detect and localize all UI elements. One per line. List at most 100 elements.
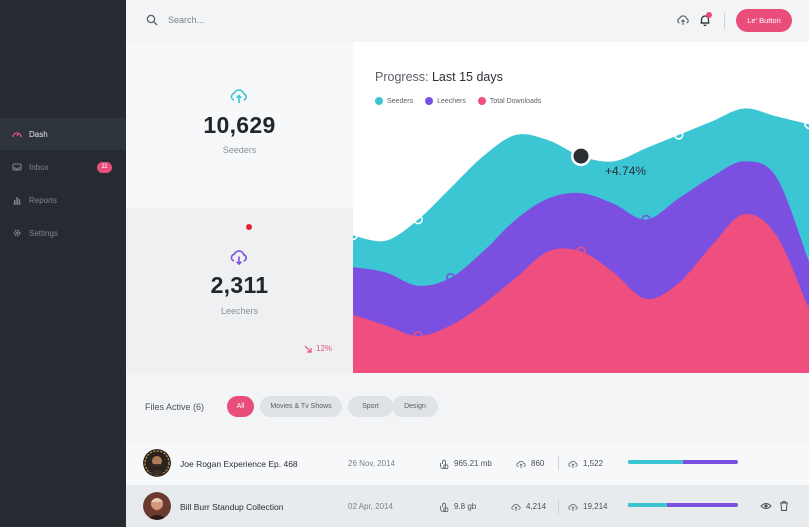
cloud-upload-icon[interactable]: [676, 13, 690, 27]
area-chart: [353, 108, 809, 373]
seeders-cell: 860: [516, 442, 544, 485]
progress-bar: [628, 460, 738, 464]
progress-bar-fill: [628, 503, 667, 507]
area-series-total-downloads: [353, 214, 809, 373]
data-point-marker[interactable]: [413, 214, 423, 225]
leechers-card: 2,311 Leechers 12%: [126, 208, 353, 373]
cloud-upload-icon: [516, 460, 526, 468]
sidebar-item-label: Reports: [29, 195, 58, 205]
avatar: [143, 492, 171, 520]
divider: [724, 13, 725, 29]
sidebar-item-label: Inbox: [29, 162, 49, 172]
file-size-cell: 965.21 mb: [439, 442, 492, 485]
data-point-marker[interactable]: [353, 230, 358, 241]
sidebar-item-label: Dash: [29, 129, 48, 139]
file-name[interactable]: Joe Rogan Experience Ep. 468: [180, 458, 298, 469]
data-point-marker[interactable]: [673, 130, 684, 140]
avatar: [143, 449, 171, 477]
highlight-point[interactable]: [573, 148, 589, 164]
trash-icon[interactable]: [778, 500, 790, 512]
gear-icon: [12, 228, 22, 238]
filter-sport[interactable]: Sport: [348, 396, 393, 417]
seeders-value: 10,629: [203, 112, 276, 138]
data-point-marker[interactable]: [641, 214, 651, 225]
table-row[interactable]: Bill Burr Standup Collection 02 Apr, 201…: [126, 485, 809, 527]
files-header: Files Active (6) All Movies & Tv Shows S…: [126, 373, 809, 440]
sidebar: Dash Inbox 11 Reports Settings: [0, 0, 126, 527]
progress-bar: [628, 503, 738, 507]
reports-icon: [12, 195, 22, 205]
sidebar-item-inbox[interactable]: Inbox 11: [0, 151, 126, 183]
chart-title-prefix: Progress:: [375, 70, 429, 84]
le-button[interactable]: Le' Button: [736, 9, 792, 32]
filter-design[interactable]: Design: [392, 396, 438, 417]
chart-title: Progress: Last 15 days: [375, 70, 503, 84]
cloud-upload-icon: [568, 460, 578, 468]
seeders-count: 860: [531, 459, 545, 468]
cloud-upload-icon: [230, 89, 247, 103]
inbox-icon: [12, 162, 22, 172]
seeders-label: Seeders: [222, 145, 257, 155]
uploads-cell: 1,522: [568, 442, 603, 485]
attachment-icon: [440, 459, 449, 469]
chart-legend: Seeders Leechers Total Downloads: [375, 97, 553, 105]
legend-item-leechers[interactable]: Leechers: [425, 97, 466, 105]
uploads-cell: 19,214: [568, 485, 607, 527]
file-size: 9.8 gb: [454, 502, 477, 511]
leechers-value: 2,311: [210, 272, 269, 298]
divider: [558, 456, 559, 471]
legend-label: Leechers: [437, 97, 466, 105]
arrow-down-right-icon: [304, 345, 312, 353]
eye-icon[interactable]: [760, 500, 772, 512]
trend-value: 12%: [316, 344, 333, 353]
legend-swatch: [425, 97, 434, 105]
sidebar-item-reports[interactable]: Reports: [0, 184, 126, 216]
sidebar-item-settings[interactable]: Settings: [0, 217, 126, 249]
data-point-marker[interactable]: [804, 304, 809, 315]
progress-chart: Progress: Last 15 days Seeders Leechers …: [353, 42, 809, 373]
uploads-count: 19,214: [583, 502, 608, 511]
data-point-marker[interactable]: [413, 331, 423, 341]
data-point-marker[interactable]: [445, 272, 456, 283]
sidebar-item-label: Settings: [29, 228, 58, 238]
data-point-marker[interactable]: [804, 119, 809, 130]
chart-annotation: +4.74%: [605, 164, 647, 178]
progress-bar-fill: [628, 460, 683, 464]
search-icon[interactable]: [146, 14, 158, 26]
filter-all[interactable]: All: [227, 396, 254, 417]
uploads-count: 1,522: [583, 459, 604, 468]
cloud-download-icon: [230, 250, 247, 266]
legend-swatch: [477, 97, 486, 105]
leechers-label: Leechers: [220, 306, 259, 316]
legend-label: Total Downloads: [489, 97, 542, 105]
legend-item-total-downloads[interactable]: Total Downloads: [477, 97, 542, 105]
top-bar: Le' Button: [126, 0, 809, 42]
chart-title-range: Last 15 days: [431, 70, 503, 84]
status-dot: [246, 224, 252, 230]
cloud-upload-icon: [568, 503, 578, 511]
legend-swatch: [375, 97, 383, 105]
notification-dot: [706, 12, 712, 18]
seeders-card: 10,629 Seeders: [126, 42, 353, 208]
file-name[interactable]: Bill Burr Standup Collection: [180, 501, 284, 512]
file-size: 965.21 mb: [454, 459, 492, 468]
file-date: 26 Nov, 2014: [348, 459, 395, 468]
legend-label: Seeders: [387, 97, 414, 105]
attachment-icon: [440, 502, 449, 512]
search-input[interactable]: [168, 12, 468, 28]
seeders-count: 4,214: [526, 502, 547, 511]
inbox-count-badge: 11: [97, 161, 112, 173]
divider: [558, 499, 559, 514]
filter-movies-tv[interactable]: Movies & Tv Shows: [260, 396, 342, 417]
sidebar-item-dash[interactable]: Dash: [0, 118, 126, 150]
cloud-upload-icon: [511, 503, 521, 511]
data-point-marker[interactable]: [576, 246, 586, 257]
dashboard-icon: [12, 129, 22, 139]
file-size-cell: 9.8 gb: [439, 485, 476, 527]
files-title: Files Active (6): [145, 402, 205, 412]
file-date: 02 Apr, 2014: [348, 502, 393, 511]
bell-icon[interactable]: [698, 13, 712, 27]
table-row[interactable]: Joe Rogan Experience Ep. 468 26 Nov, 201…: [126, 442, 809, 485]
seeders-cell: 4,214: [511, 485, 546, 527]
legend-item-seeders[interactable]: Seeders: [375, 97, 413, 105]
